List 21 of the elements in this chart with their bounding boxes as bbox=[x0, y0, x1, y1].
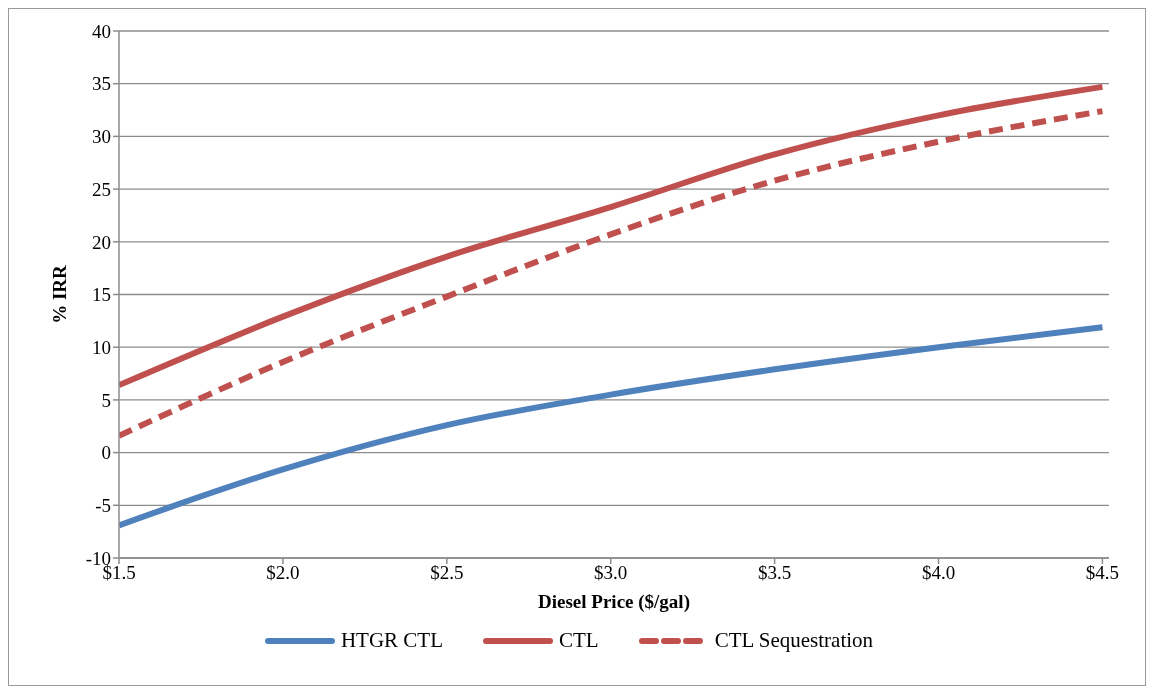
y-tick-label: 10 bbox=[92, 336, 111, 358]
x-axis-title: Diesel Price ($/gal) bbox=[538, 591, 690, 613]
x-tick-label: $2.5 bbox=[430, 562, 464, 584]
y-tick-label: 20 bbox=[92, 231, 111, 253]
legend-label: CTL Sequestration bbox=[714, 628, 874, 653]
x-tick-label: $4.5 bbox=[1085, 562, 1120, 584]
x-tick-label: $2.0 bbox=[266, 562, 300, 584]
y-tick-label: 40 bbox=[92, 20, 111, 42]
x-tick-label: $3.0 bbox=[594, 562, 628, 584]
y-tick-label: 15 bbox=[92, 284, 111, 306]
y-axis-title: % IRR bbox=[48, 264, 70, 324]
legend-label: CTL bbox=[558, 628, 599, 653]
y-tick-label: 30 bbox=[92, 126, 111, 148]
y-tick-label: 0 bbox=[101, 442, 111, 464]
y-tick-label: -5 bbox=[95, 495, 111, 517]
y-tick-label: 5 bbox=[101, 389, 111, 411]
y-tick-label: 25 bbox=[92, 178, 111, 200]
y-tick-label: 35 bbox=[92, 73, 111, 95]
x-tick-label: $3.5 bbox=[758, 562, 792, 584]
legend-label: HTGR CTL bbox=[340, 628, 443, 653]
x-tick-label: $4.0 bbox=[921, 562, 956, 584]
